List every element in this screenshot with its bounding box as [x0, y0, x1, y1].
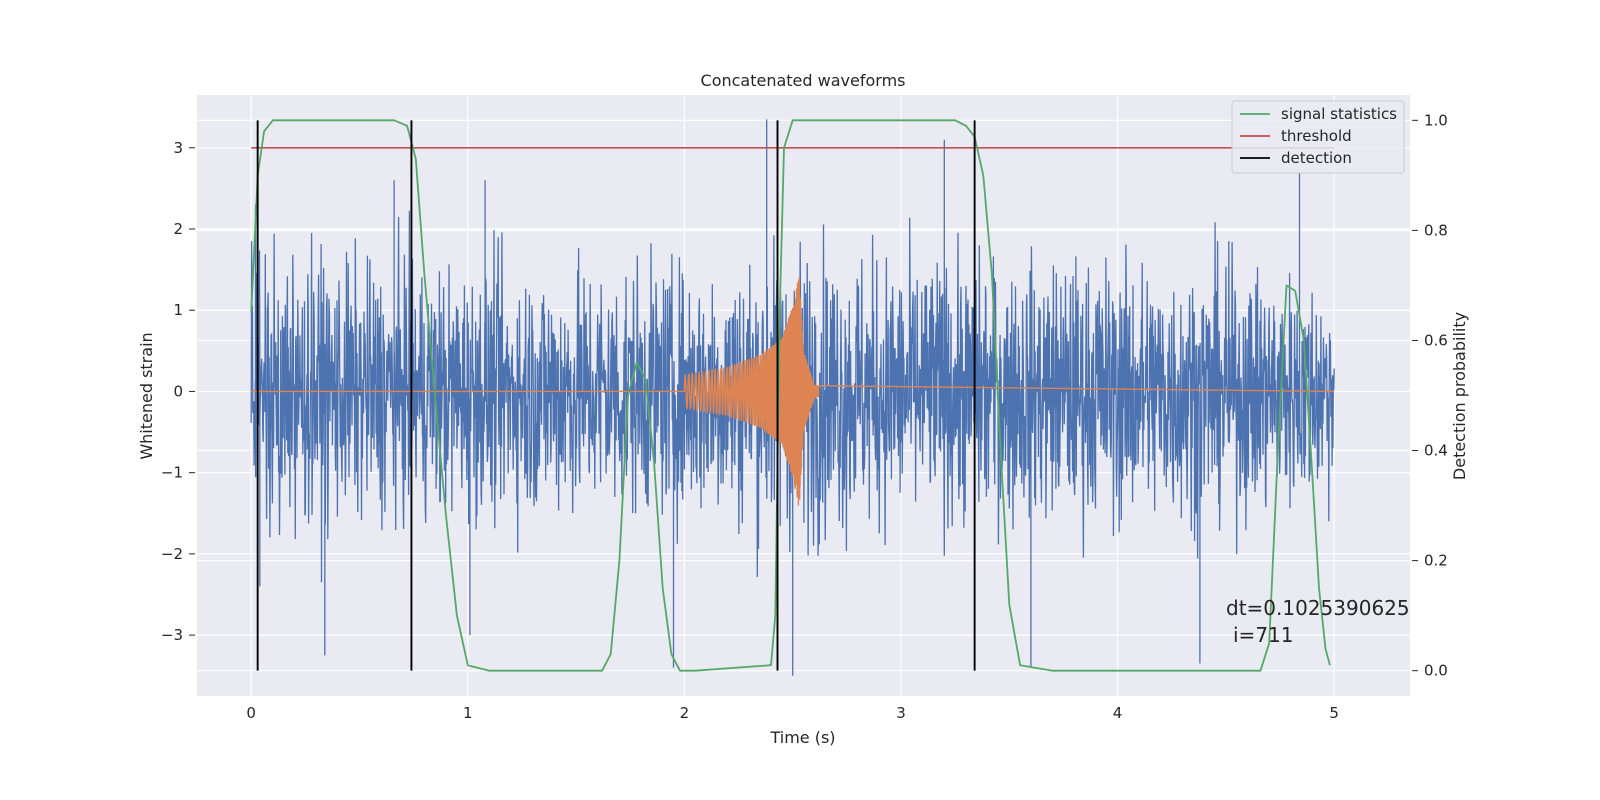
- chart-title: Concatenated waveforms: [701, 71, 906, 90]
- y2-tick-label: 1.0: [1424, 111, 1448, 129]
- x-tick-label: 5: [1329, 704, 1339, 722]
- signal-statistics-line: [250, 119, 1331, 672]
- y-axis-right: 0.0 0.2 0.4 0.6 0.8 1.0: [1412, 111, 1448, 680]
- x-tick-label: 4: [1113, 704, 1123, 722]
- y-tick-label: −1: [161, 464, 183, 482]
- x-tick-label: 0: [246, 704, 256, 722]
- y-tick-label: 2: [173, 220, 183, 238]
- y-tick-label: 1: [173, 301, 183, 319]
- annotation-dt: dt=0.1025390625: [1226, 596, 1410, 620]
- y2-tick-label: 0.4: [1424, 442, 1448, 460]
- x-axis-label: Time (s): [769, 728, 835, 747]
- y2-tick-label: 0.0: [1424, 662, 1448, 680]
- legend-label-threshold: threshold: [1281, 127, 1352, 145]
- y2-tick-label: 0.8: [1424, 221, 1448, 239]
- x-tick-label: 2: [680, 704, 690, 722]
- legend-label-signal-statistics: signal statistics: [1281, 105, 1397, 123]
- y-axis-label: Whitened strain: [137, 332, 156, 459]
- legend-label-detection: detection: [1281, 149, 1352, 167]
- annotation-index: i=711: [1233, 623, 1294, 647]
- y-tick-label: 3: [173, 139, 183, 157]
- legend-box: [1231, 100, 1405, 174]
- y2-tick-label: 0.2: [1424, 552, 1448, 570]
- x-tick-label: 1: [463, 704, 473, 722]
- waveform-series: [251, 277, 1335, 506]
- waveform-line: [251, 277, 1335, 506]
- x-tick-label: 3: [896, 704, 906, 722]
- annotation: dt=0.1025390625 i=711: [1226, 596, 1410, 647]
- legend: signal statistics threshold detection: [1231, 100, 1405, 174]
- y2-tick-label: 0.6: [1424, 331, 1448, 349]
- x-axis: 0 1 2 3 4 5: [246, 704, 1339, 722]
- detection-lines: [256, 120, 976, 671]
- y-tick-label: −2: [161, 545, 183, 563]
- signal-statistics-series: [250, 119, 1331, 672]
- plot-series: [250, 119, 1335, 676]
- y-tick-label: −3: [161, 626, 183, 644]
- y2-axis-label: Detection probability: [1450, 312, 1469, 480]
- y-axis-left: −3 −2 −1 0 1 2 3: [161, 139, 195, 644]
- y-tick-label: 0: [173, 382, 183, 400]
